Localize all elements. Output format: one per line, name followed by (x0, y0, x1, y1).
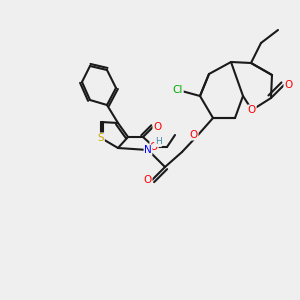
Text: Cl: Cl (173, 85, 183, 95)
Text: S: S (98, 133, 104, 143)
Text: O: O (284, 80, 292, 90)
Text: O: O (248, 105, 256, 115)
Text: O: O (190, 130, 198, 140)
Text: N: N (144, 145, 152, 155)
Text: H: H (154, 137, 161, 146)
Text: O: O (150, 142, 158, 152)
Text: O: O (153, 122, 161, 132)
Text: O: O (144, 175, 152, 185)
